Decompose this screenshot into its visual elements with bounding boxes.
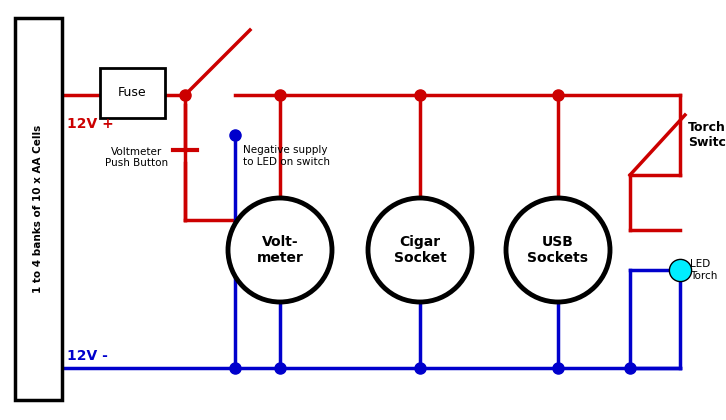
Text: Negative supply
to LED on switch: Negative supply to LED on switch: [243, 145, 330, 167]
Text: 1 to 4 banks of 10 x AA Cells: 1 to 4 banks of 10 x AA Cells: [33, 125, 44, 293]
Text: Torch
Switch: Torch Switch: [688, 121, 726, 149]
Text: LED
Torch: LED Torch: [690, 259, 717, 281]
Circle shape: [228, 198, 332, 302]
Circle shape: [368, 198, 472, 302]
Text: Volt-
meter: Volt- meter: [256, 235, 303, 265]
Bar: [15, 18, 62, 400]
Text: 12V -: 12V -: [67, 349, 108, 363]
Bar: [100, 68, 165, 118]
Text: 12V +: 12V +: [67, 117, 114, 131]
Text: USB
Sockets: USB Sockets: [528, 235, 589, 265]
Text: Fuse: Fuse: [118, 87, 147, 100]
Text: Cigar
Socket: Cigar Socket: [393, 235, 446, 265]
Circle shape: [506, 198, 610, 302]
Text: Voltmeter
Push Button: Voltmeter Push Button: [105, 147, 168, 168]
